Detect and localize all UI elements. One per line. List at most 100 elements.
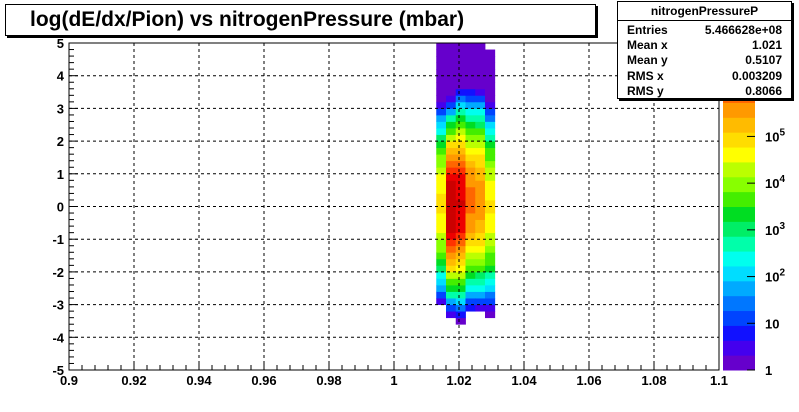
heatmap-cell bbox=[475, 62, 486, 70]
heatmap-cell bbox=[446, 147, 457, 155]
colorbar-swatch bbox=[723, 295, 755, 312]
heatmap-cell bbox=[455, 49, 466, 57]
colorbar-swatch bbox=[723, 176, 755, 193]
heatmap-cell bbox=[485, 121, 496, 129]
heatmap-cell bbox=[485, 147, 496, 155]
heatmap-cell bbox=[465, 232, 476, 240]
title-box: log(dE/dx/Pion) vs nitrogenPressure (mba… bbox=[5, 4, 596, 36]
heatmap-cell bbox=[446, 304, 457, 312]
colorbar-swatch bbox=[723, 310, 755, 326]
heatmap-cell bbox=[455, 232, 466, 240]
heatmap-cell bbox=[465, 154, 476, 162]
heatmap-cell bbox=[485, 49, 496, 57]
heatmap-cell bbox=[446, 226, 457, 234]
heatmap-cell bbox=[455, 317, 466, 325]
heatmap-cell bbox=[446, 49, 457, 57]
heatmap-cell bbox=[436, 114, 447, 122]
colorbar-swatch bbox=[723, 355, 755, 371]
colorbar-swatch bbox=[723, 132, 755, 148]
heatmap-cell bbox=[465, 75, 476, 83]
heatmap-cell bbox=[446, 173, 457, 181]
heatmap-cell bbox=[446, 258, 457, 266]
heatmap-cell bbox=[455, 114, 466, 122]
heatmap-cell bbox=[455, 43, 466, 50]
heatmap-cell bbox=[485, 232, 496, 240]
heatmap-cell bbox=[436, 88, 447, 96]
colorbar-tick-label: 103 bbox=[765, 221, 785, 238]
heatmap-cell bbox=[485, 252, 496, 260]
heatmap-cell bbox=[475, 298, 486, 305]
heatmap-cell bbox=[436, 186, 447, 194]
heatmap-cell bbox=[436, 49, 447, 57]
heatmap-cell bbox=[465, 128, 476, 135]
heatmap-cell bbox=[485, 193, 496, 201]
y-tick-label: -4 bbox=[52, 330, 64, 345]
heatmap-cell bbox=[465, 213, 476, 220]
heatmap-cell bbox=[475, 258, 486, 266]
heatmap-cell bbox=[485, 226, 496, 234]
heatmap-cell bbox=[485, 278, 496, 286]
heatmap-cell bbox=[475, 95, 486, 103]
heatmap-cell bbox=[475, 252, 486, 260]
heatmap-cell bbox=[455, 69, 466, 77]
heatmap-cell bbox=[455, 252, 466, 260]
heatmap-cell bbox=[455, 291, 466, 299]
heatmap-cell bbox=[475, 114, 486, 122]
colorbar-swatch bbox=[723, 161, 755, 178]
heatmap-cell bbox=[465, 298, 476, 305]
heatmap-cell bbox=[446, 75, 457, 83]
heatmap-cell bbox=[446, 199, 457, 207]
heatmap-cell bbox=[436, 271, 447, 279]
heatmap-cell bbox=[465, 245, 476, 253]
y-tick-label: -5 bbox=[52, 363, 64, 378]
heatmap-cell bbox=[455, 271, 466, 279]
heatmap-cell bbox=[475, 56, 486, 64]
y-tick-label: 4 bbox=[57, 69, 65, 84]
heatmap-cell bbox=[455, 265, 466, 273]
heatmap-cell bbox=[475, 245, 486, 253]
colorbar-swatch bbox=[723, 102, 755, 118]
heatmap-cell bbox=[465, 56, 476, 64]
heatmap-cell bbox=[446, 114, 457, 122]
heatmap-cell bbox=[436, 298, 447, 305]
heatmap-cell bbox=[475, 265, 486, 273]
heatmap-cell bbox=[446, 186, 457, 194]
heatmap-cell bbox=[436, 239, 447, 247]
heatmap-cell bbox=[475, 291, 486, 299]
heatmap-cell bbox=[485, 82, 496, 90]
heatmap-cell bbox=[455, 180, 466, 188]
x-tick-label: 1 bbox=[390, 373, 397, 388]
heatmap-cell bbox=[465, 62, 476, 70]
heatmap-cell bbox=[465, 134, 476, 142]
heatmap-cell bbox=[485, 239, 496, 247]
heatmap-cell bbox=[446, 252, 457, 260]
heatmap-cell bbox=[455, 186, 466, 194]
heatmap-cell bbox=[446, 82, 457, 90]
heatmap-cell bbox=[436, 193, 447, 201]
heatmap-cell bbox=[485, 128, 496, 135]
heatmap-cell bbox=[465, 95, 476, 103]
heatmap-cell bbox=[455, 147, 466, 155]
heatmap-cell bbox=[485, 180, 496, 188]
heatmap-cell bbox=[485, 160, 496, 168]
heatmap-cell bbox=[465, 147, 476, 155]
heatmap-cell bbox=[455, 213, 466, 220]
y-tick-label: 5 bbox=[57, 36, 64, 51]
x-tick-label: 1.08 bbox=[641, 373, 666, 388]
heatmap-cell bbox=[475, 213, 486, 220]
heatmap-cell bbox=[475, 219, 486, 227]
y-tick-label: 3 bbox=[57, 101, 64, 116]
heatmap-cell bbox=[436, 82, 447, 90]
colorbar-swatch bbox=[723, 325, 755, 341]
heatmap-cell bbox=[475, 49, 486, 57]
heatmap-cell bbox=[446, 128, 457, 135]
heatmap-cell bbox=[436, 245, 447, 253]
heatmap-cell bbox=[485, 134, 496, 142]
heatmap-cell bbox=[475, 206, 486, 214]
heatmap-cell bbox=[475, 154, 486, 162]
heatmap-cell bbox=[485, 114, 496, 122]
heatmap-cell bbox=[446, 154, 457, 162]
heatmap-cell bbox=[465, 180, 476, 188]
heatmap-cell bbox=[446, 56, 457, 64]
heatmap-cell bbox=[465, 258, 476, 266]
